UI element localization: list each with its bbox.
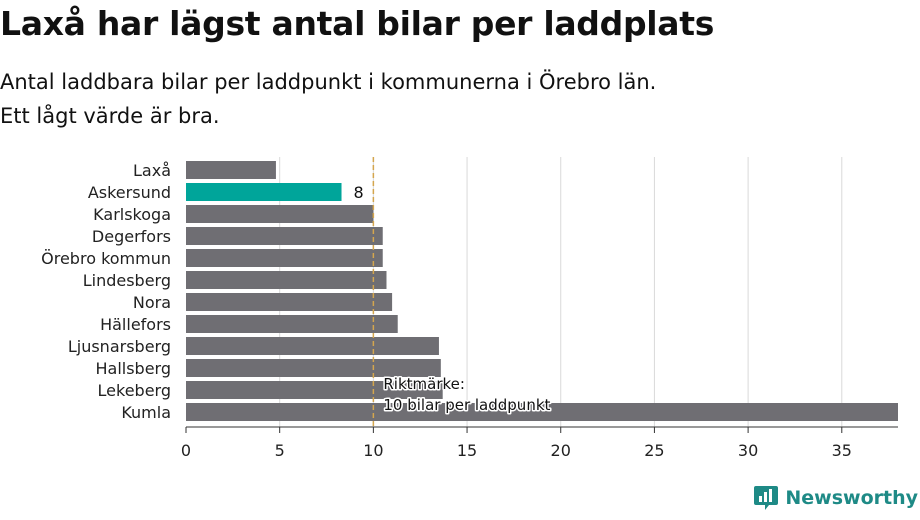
reference-line-group: Riktmärke:Riktmärke:10 bilar per laddpun… xyxy=(372,157,552,427)
newsworthy-logo: Newsworthy xyxy=(753,484,918,512)
bar-6 xyxy=(186,293,393,311)
bar-chart: 8 Laxå Askersund Karlskoga Degerfors Örebro … xyxy=(41,157,898,460)
bar-4 xyxy=(186,249,383,267)
bar-0 xyxy=(186,161,276,179)
newsworthy-logo-icon xyxy=(754,486,779,510)
category-label-11: Kumla xyxy=(121,403,171,422)
chart-subtitle-line-2: Ett lågt värde är bra. xyxy=(0,104,220,128)
bar-7 xyxy=(186,315,398,333)
category-label-3: Degerfors xyxy=(92,227,171,246)
chart-title: Laxå har lägst antal bilar per laddplats xyxy=(0,4,715,43)
x-axis: 0 5 10 15 20 25 30 35 xyxy=(181,426,898,460)
category-label-0: Laxå xyxy=(133,161,171,180)
category-label-1: Askersund xyxy=(88,183,171,202)
x-tick-label-15: 15 xyxy=(457,441,477,460)
category-label-9: Hallsberg xyxy=(95,359,171,378)
x-tick-label-20: 20 xyxy=(551,441,571,460)
bar-2 xyxy=(186,205,374,223)
reference-label-line-1: Riktmärke: xyxy=(383,375,465,393)
category-label-10: Lekeberg xyxy=(98,381,171,400)
category-label-5: Lindesberg xyxy=(83,271,171,290)
bar-11 xyxy=(186,403,898,421)
bar-8 xyxy=(186,337,439,355)
x-tick-label-30: 30 xyxy=(738,441,758,460)
category-labels: Laxå Askersund Karlskoga Degerfors Örebro ko… xyxy=(41,161,171,422)
reference-label-halo-2: 10 bilar per laddpunkt xyxy=(383,396,550,414)
x-tick-label-25: 25 xyxy=(644,441,664,460)
x-tick-label-35: 35 xyxy=(832,441,852,460)
category-label-6: Nora xyxy=(133,293,171,312)
x-tick-label-10: 10 xyxy=(363,441,383,460)
category-label-2: Karlskoga xyxy=(93,205,171,224)
category-label-8: Ljusnarsberg xyxy=(68,337,171,356)
x-tick-label-5: 5 xyxy=(275,441,285,460)
reference-label-halo-1: Riktmärke: xyxy=(383,375,465,393)
newsworthy-logo-text: Newsworthy xyxy=(785,487,918,509)
category-label-4: Örebro kommun xyxy=(41,249,171,268)
bar-1 xyxy=(186,183,342,201)
bar-10 xyxy=(186,381,443,399)
chart-subtitle-line-1: Antal laddbara bilar per laddpunkt i kom… xyxy=(0,70,657,94)
highlight-value-label: 8 xyxy=(354,183,364,202)
bar-9 xyxy=(186,359,441,377)
bar-5 xyxy=(186,271,387,289)
bar-3 xyxy=(186,227,383,245)
x-tick-label-0: 0 xyxy=(181,441,191,460)
bars: 8 xyxy=(186,161,898,421)
category-label-7: Hällefors xyxy=(100,315,171,334)
reference-label-line-2: 10 bilar per laddpunkt xyxy=(383,396,550,414)
